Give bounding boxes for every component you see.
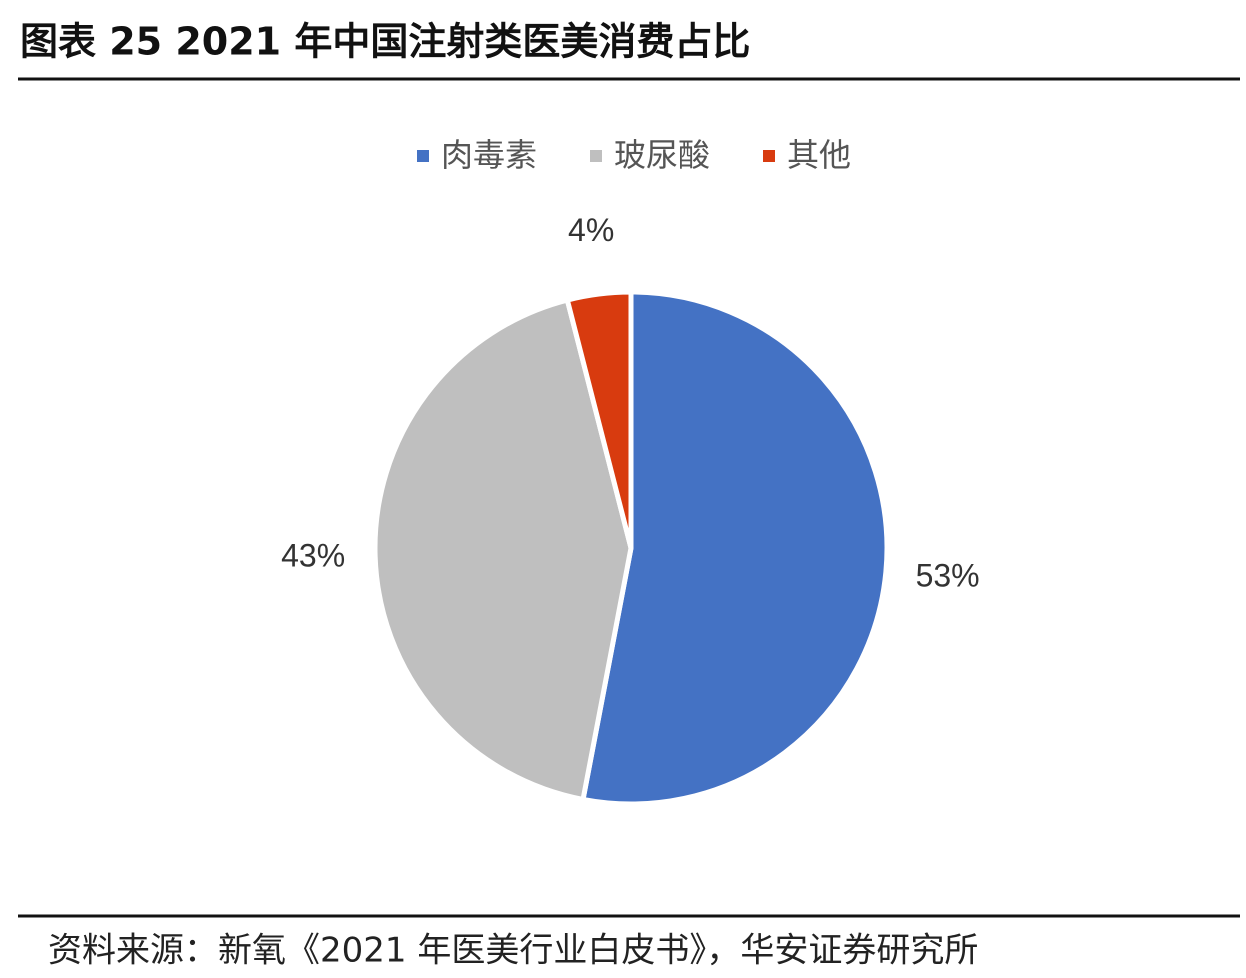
chart-title: 图表 25 2021 年中国注射类医美消费占比 <box>20 20 750 64</box>
pie-slice <box>580 289 890 807</box>
data-label: 43% <box>281 537 345 573</box>
legend-label: 其他 <box>787 136 851 174</box>
legend-label: 肉毒素 <box>441 136 537 174</box>
pie-slice <box>372 296 634 803</box>
legend-swatch <box>417 150 429 162</box>
data-label: 53% <box>916 557 980 593</box>
pie-slice <box>564 289 634 549</box>
legend-swatch <box>590 150 602 162</box>
legend-label: 玻尿酸 <box>614 136 710 174</box>
source-note: 资料来源：新氧《2021 年医美行业白皮书》，华安证券研究所 <box>48 931 978 971</box>
data-label: 4% <box>568 212 614 248</box>
legend-swatch <box>763 150 775 162</box>
